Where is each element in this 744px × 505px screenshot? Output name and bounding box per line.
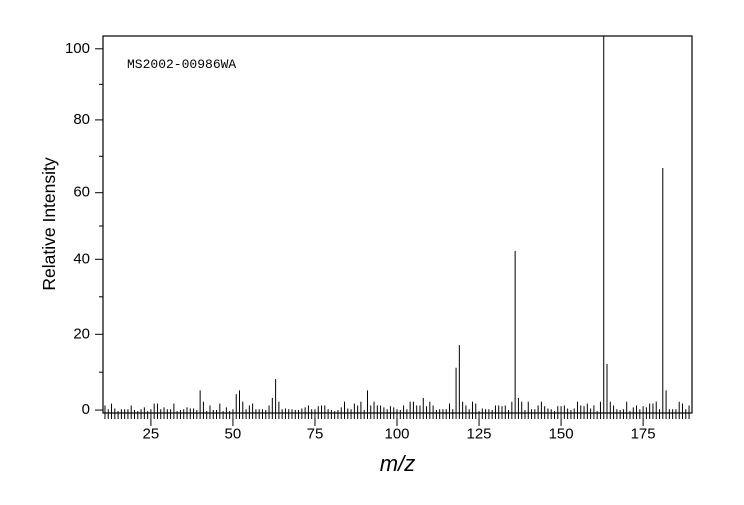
svg-text:25: 25 xyxy=(143,426,160,443)
svg-text:175: 175 xyxy=(631,426,656,443)
svg-text:20: 20 xyxy=(73,325,90,342)
svg-text:m/z: m/z xyxy=(380,451,415,476)
svg-text:150: 150 xyxy=(549,426,574,443)
svg-text:125: 125 xyxy=(466,426,491,443)
svg-text:80: 80 xyxy=(73,111,90,128)
svg-text:MS2002-00986WA: MS2002-00986WA xyxy=(127,57,236,72)
svg-text:Relative Intensity: Relative Intensity xyxy=(39,157,59,291)
svg-text:0: 0 xyxy=(82,401,90,418)
svg-text:50: 50 xyxy=(225,426,242,443)
svg-text:100: 100 xyxy=(65,40,90,57)
svg-text:60: 60 xyxy=(73,184,90,201)
svg-text:40: 40 xyxy=(73,250,90,267)
svg-text:75: 75 xyxy=(307,426,324,443)
svg-text:100: 100 xyxy=(384,426,409,443)
